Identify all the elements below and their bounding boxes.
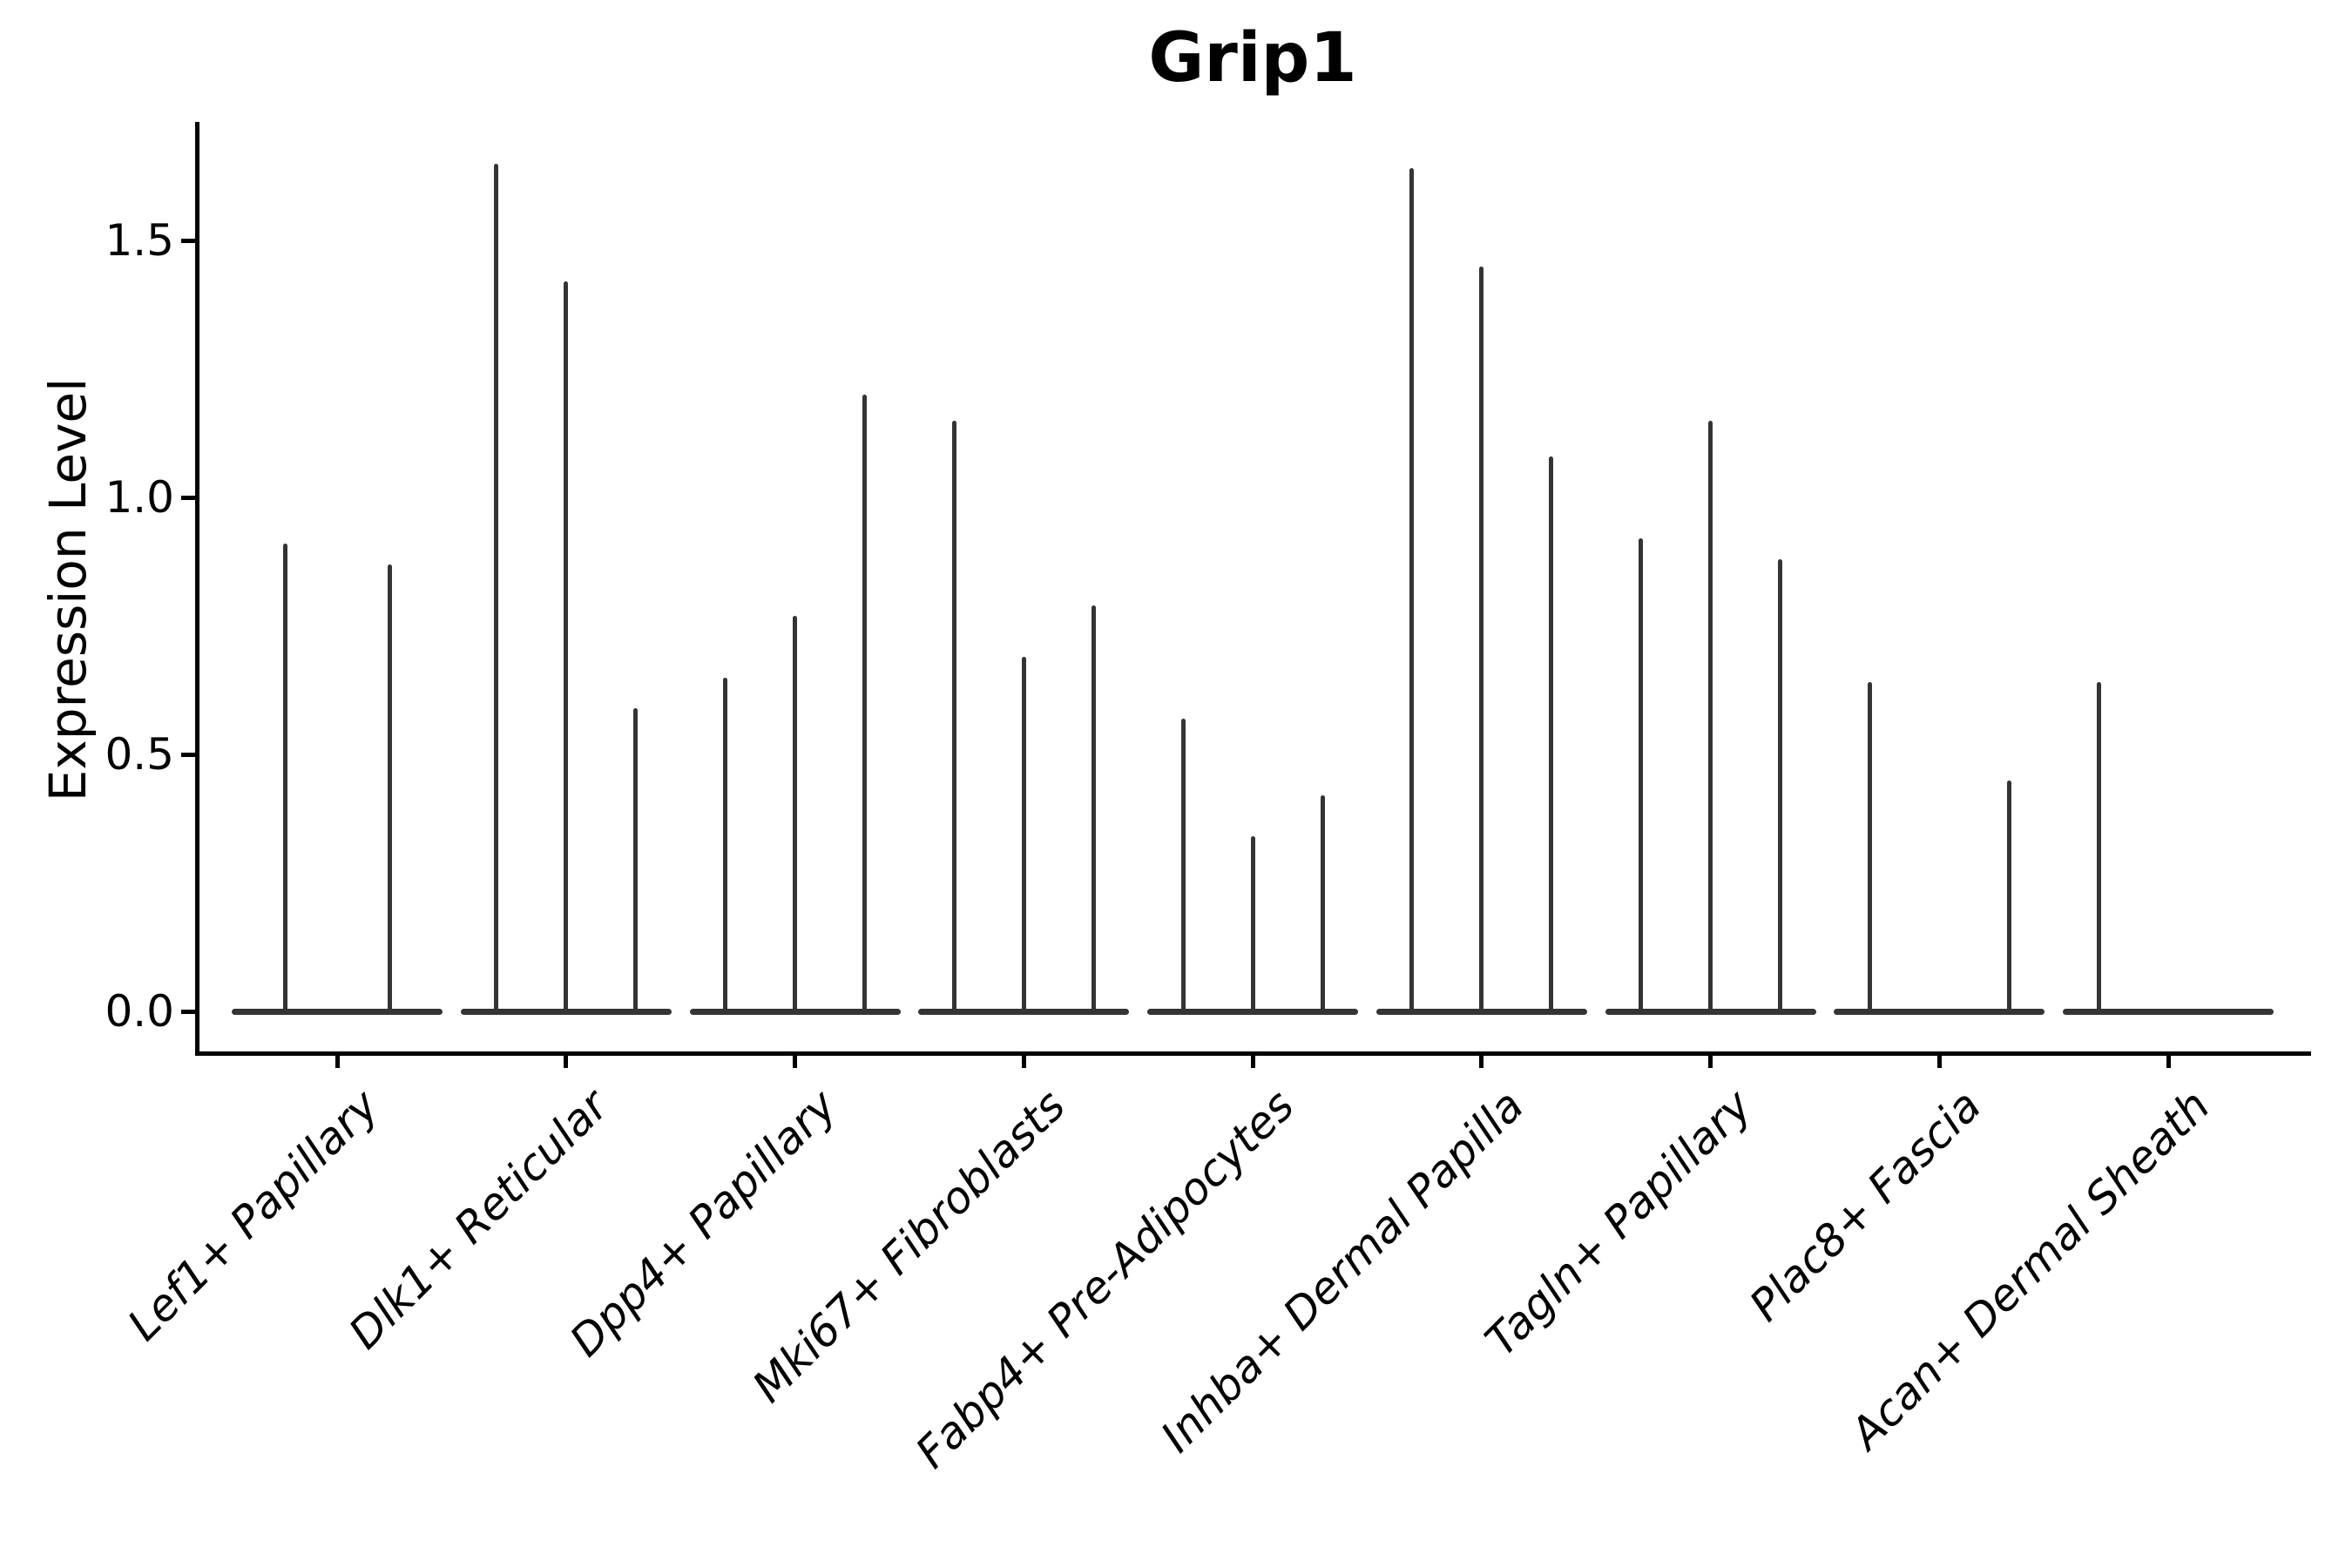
violin-spike [1180, 718, 1186, 1011]
violin-baseline [689, 1008, 901, 1015]
violin-spike [1091, 605, 1096, 1011]
violin-baseline [460, 1008, 672, 1015]
violin-spike [793, 615, 797, 1011]
violin-spike [1479, 266, 1484, 1011]
violin-baseline [1375, 1008, 1587, 1015]
violin-spike [2006, 780, 2011, 1011]
violin-spike [1250, 836, 1255, 1011]
y-tick-mark [181, 752, 195, 757]
y-tick-label: 0.0 [105, 986, 174, 1037]
x-tick-label: Fabp4+ Pre-Adipocytes [906, 1080, 1305, 1478]
violin-baseline [1147, 1008, 1358, 1015]
violin-spike [564, 281, 569, 1011]
x-tick-label: Inhba+ Dermal Papilla [1151, 1080, 1533, 1463]
violin-baseline [232, 1008, 443, 1015]
y-tick-mark [181, 495, 195, 500]
violin-spike [1639, 538, 1643, 1011]
chart-title: Grip1 [1148, 19, 1357, 98]
y-tick-mark [181, 238, 195, 243]
violin-spike [282, 544, 287, 1011]
x-tick-mark [1250, 1053, 1255, 1068]
x-tick-label: Plac8+ Fascia [1740, 1080, 1991, 1331]
y-tick-mark [181, 1009, 195, 1014]
x-tick-label: Lef1+ Papillary [118, 1080, 389, 1351]
x-tick-mark [1479, 1053, 1484, 1068]
violin-spike [387, 564, 392, 1011]
violin-spike [723, 677, 727, 1011]
violin-spike [494, 163, 499, 1011]
violin-spike [1320, 795, 1325, 1011]
violin-spike [1867, 682, 1872, 1011]
x-tick-mark [335, 1053, 340, 1068]
violin-baseline [1834, 1008, 2045, 1015]
x-tick-mark [564, 1053, 569, 1068]
violin-baseline [1605, 1008, 1816, 1015]
violin-spike [1708, 420, 1713, 1011]
violin-spike [951, 420, 956, 1011]
violin-baseline [2063, 1008, 2274, 1015]
x-tick-mark [793, 1053, 797, 1068]
violin-spike [1021, 656, 1026, 1011]
x-tick-mark [2166, 1053, 2171, 1068]
violin-spike [1549, 456, 1554, 1011]
violin-baseline [918, 1008, 1130, 1015]
y-tick-label: 1.0 [105, 472, 174, 523]
y-tick-label: 0.5 [105, 729, 174, 780]
x-tick-mark [1936, 1053, 1942, 1068]
violin-spike [1778, 558, 1782, 1011]
violin-spike [862, 395, 867, 1011]
violin-spike [633, 707, 639, 1011]
x-tick-mark [1708, 1053, 1713, 1068]
violin-spike [1409, 168, 1415, 1011]
y-tick-label: 1.5 [105, 215, 174, 266]
violin-spike [2096, 682, 2101, 1011]
y-axis-spine [195, 122, 199, 1056]
x-tick-mark [1021, 1053, 1026, 1068]
